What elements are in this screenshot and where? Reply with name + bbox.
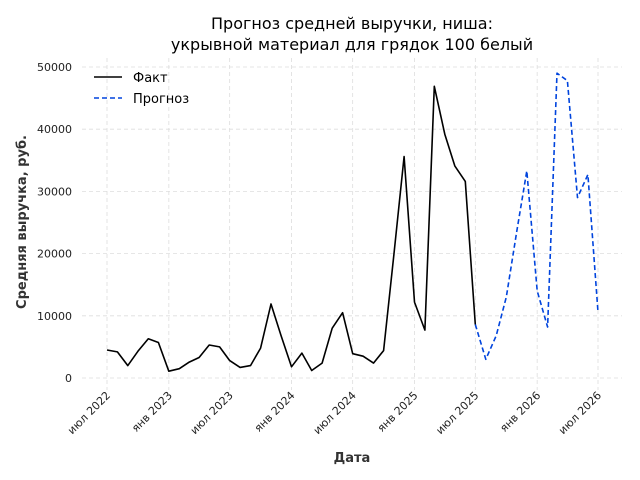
y-tick-label: 0	[65, 372, 72, 385]
x-tick-label: янв 2026	[497, 389, 543, 435]
grid-lines	[82, 58, 622, 390]
x-axis-ticks: июл 2022 янв 2023 июл 2023 янв 2024 июл 2024…	[65, 389, 604, 437]
x-tick-label: июл 2026	[556, 389, 604, 437]
legend-label-forecast: Прогноз	[133, 92, 189, 107]
x-tick-label: июл 2025	[433, 389, 481, 437]
forecast-series-line	[474, 72, 599, 361]
y-tick-label: 20000	[37, 248, 72, 261]
x-tick-label: янв 2023	[129, 389, 175, 435]
series-lines	[106, 72, 599, 373]
x-tick-label: июл 2022	[65, 389, 113, 437]
x-tick-label: июл 2024	[311, 389, 359, 437]
x-tick-label: янв 2024	[252, 389, 298, 435]
fact-series-line	[106, 85, 477, 373]
y-axis-label: Средняя выручка, руб.	[15, 135, 30, 309]
y-tick-label: 30000	[37, 185, 72, 198]
legend-label-fact: Факт	[133, 71, 168, 86]
y-tick-label: 40000	[37, 123, 72, 136]
x-axis-label: Дата	[334, 451, 371, 466]
y-tick-label: 10000	[37, 310, 72, 323]
x-tick-label: янв 2025	[375, 389, 421, 435]
x-tick-label: июл 2023	[188, 389, 236, 437]
y-tick-label: 50000	[37, 61, 72, 74]
chart-title-line-1: Прогноз средней выручки, ниша:	[211, 14, 493, 33]
chart-title-line-2: укрывной материал для грядок 100 белый	[171, 35, 533, 54]
legend: Факт Прогноз	[94, 71, 189, 107]
y-axis-ticks: 0 10000 20000 30000 40000 50000	[37, 61, 72, 385]
